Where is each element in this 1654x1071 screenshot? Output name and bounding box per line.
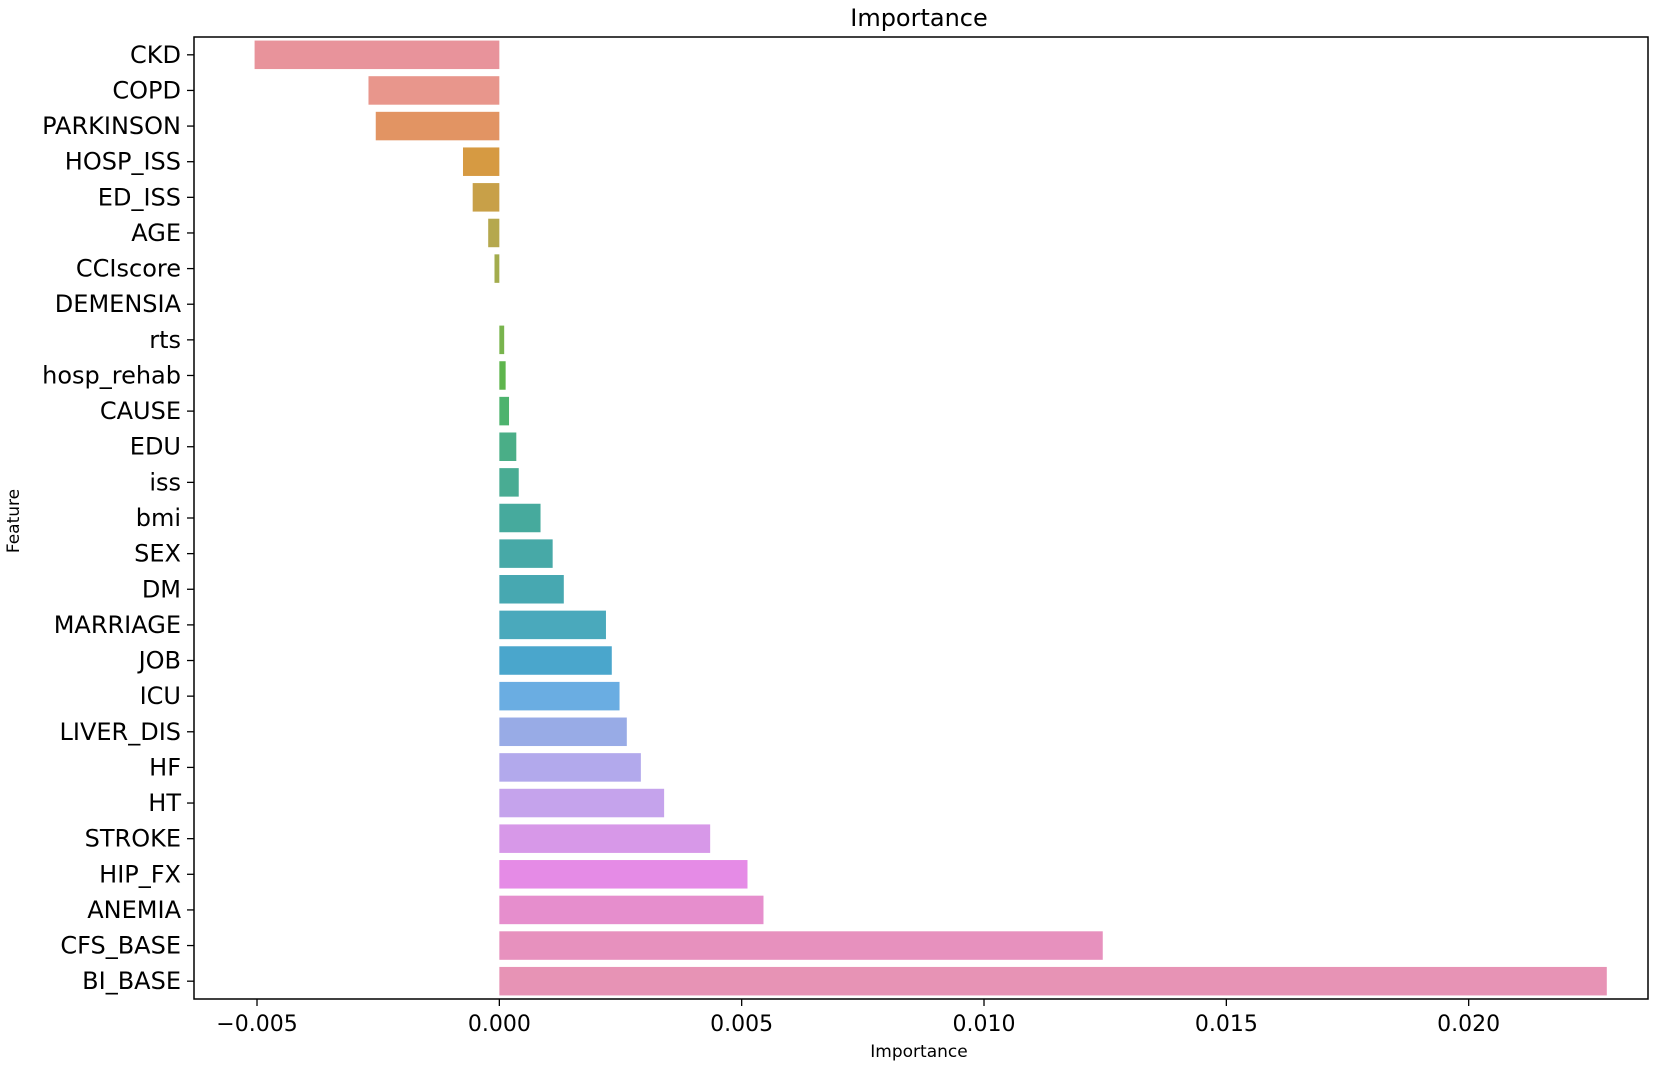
y-tick-label: ED_ISS: [98, 183, 181, 211]
bar-bmi: [499, 503, 541, 533]
y-tick-label: ICU: [140, 682, 181, 710]
y-tick-label: ANEMIA: [87, 896, 181, 924]
y-tick-label: CAUSE: [100, 397, 181, 425]
y-tick-label: JOB: [137, 647, 181, 675]
y-tick-label: iss: [149, 468, 181, 496]
y-tick-label: HT: [148, 789, 181, 817]
bar-ed-iss: [472, 183, 500, 212]
bar-liver-dis: [499, 717, 627, 747]
y-tick-label: DM: [142, 575, 181, 603]
y-tick-label: CCIscore: [76, 255, 181, 283]
bar-job: [499, 646, 612, 675]
y-tick-label: AGE: [131, 219, 181, 247]
bar-iss: [499, 468, 519, 497]
y-tick-label: SEX: [134, 540, 181, 568]
bar-dm: [499, 575, 564, 604]
bar-rts: [499, 325, 505, 355]
y-axis-label: Feature: [4, 489, 24, 553]
bar-ckd: [254, 40, 500, 70]
bar-stroke: [499, 824, 711, 853]
bar-sex: [499, 539, 553, 568]
x-tick-label: 0.010: [953, 1012, 1016, 1037]
x-axis-label: Importance: [870, 1042, 967, 1062]
x-axis: −0.005 0.000 0.005 0.010 0.015 0.020: [216, 999, 1500, 1037]
y-tick-label: LIVER_DIS: [60, 718, 182, 746]
y-tick-label: hosp_rehab: [42, 361, 181, 389]
x-tick-label: 0.020: [1437, 1012, 1500, 1037]
y-tick-label: HIP_FX: [99, 860, 181, 888]
bar-age: [488, 218, 500, 248]
y-tick-label: CKD: [130, 41, 181, 69]
y-tick-label: MARRIAGE: [54, 611, 181, 639]
y-tick-label: CFS_BASE: [60, 932, 181, 960]
x-tick-label: 0.005: [710, 1012, 773, 1037]
bar-bi-base: [499, 966, 1607, 996]
chart-title: Importance: [850, 4, 988, 32]
bar-cfs-base: [499, 931, 1103, 960]
bar-edu: [499, 432, 517, 461]
y-tick-label: EDU: [130, 433, 181, 461]
y-tick-label: HOSP_ISS: [65, 148, 181, 176]
x-tick-label: 0.015: [1195, 1012, 1258, 1037]
bar-ht: [499, 788, 665, 818]
bar-anemia: [499, 895, 764, 925]
y-tick-label: HF: [149, 753, 181, 781]
y-tick-label: BI_BASE: [82, 967, 181, 995]
y-tick-label: bmi: [136, 504, 181, 532]
x-tick-label: 0.000: [468, 1012, 531, 1037]
bar-hip-fx: [499, 860, 748, 889]
plot-frame: [193, 36, 1649, 1000]
bar-cause: [499, 396, 510, 426]
x-tick-label: −0.005: [216, 1012, 297, 1037]
bar-icu: [499, 681, 620, 711]
y-tick-label: PARKINSON: [42, 112, 181, 140]
bars-group: [254, 40, 1607, 996]
bar-cciscore: [494, 254, 500, 283]
y-tick-label: rts: [149, 326, 181, 354]
y-tick-label: DEMENSIA: [55, 290, 182, 318]
y-axis: CKD COPD PARKINSON HOSP_ISS ED_ISS AGE CCIscor…: [42, 41, 194, 995]
y-tick-label: STROKE: [85, 825, 181, 853]
y-tick-label: COPD: [112, 76, 181, 104]
bar-marriage: [499, 610, 606, 640]
bar-parkinson: [375, 111, 500, 141]
bar-hosp-rehab: [499, 361, 506, 390]
bar-copd: [368, 76, 500, 105]
bar-hosp-iss: [462, 147, 500, 176]
bar-hf: [499, 753, 641, 782]
